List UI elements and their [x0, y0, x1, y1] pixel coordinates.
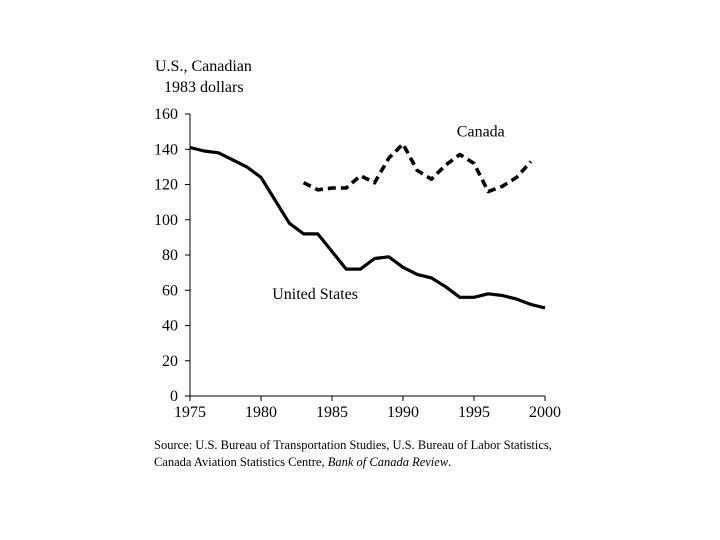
source-line-1: Source: U.S. Bureau of Transportation St…	[154, 438, 552, 452]
series-line-united-states	[189, 145, 546, 310]
line-chart: 0 20 40 60 80 100 120 140 160 1975 1980 1985 1990 199…	[154, 106, 561, 421]
x-tick-label: 1975	[174, 404, 206, 421]
y-tick-label: 20	[162, 353, 178, 370]
source-note: Source: U.S. Bureau of Transportation St…	[154, 437, 552, 471]
y-tick-label: 100	[154, 212, 178, 229]
x-tick-label: 1995	[458, 404, 490, 421]
y-tick-label: 120	[154, 177, 178, 194]
y-tick-label: 140	[154, 141, 178, 158]
x-tick-label: 1990	[387, 404, 419, 421]
series-annotation: United States	[272, 286, 358, 303]
y-tick-label: 80	[162, 247, 178, 264]
x-tick-label: 1980	[245, 404, 277, 421]
source-line-2-end: .	[448, 455, 452, 469]
y-axis-label-line-2: 1983 dollars	[164, 79, 244, 96]
source-line-2-text: Canada Aviation Statistics Centre,	[154, 455, 328, 469]
y-tick-label: 60	[162, 282, 178, 299]
series-line-canada	[302, 142, 533, 194]
source-line-2: Canada Aviation Statistics Centre, Bank …	[154, 454, 552, 471]
y-tick-label: 40	[162, 318, 178, 335]
y-axis-label-line-1: U.S., Canadian	[155, 58, 252, 75]
y-axis-label: U.S., Canadian 1983 dollars	[155, 56, 252, 98]
x-tick-label: 1985	[316, 404, 348, 421]
y-tick-label: 0	[170, 388, 178, 405]
x-tick-label: 2000	[529, 404, 561, 421]
source-publication: Bank of Canada Review	[327, 455, 449, 469]
y-tick-label: 160	[154, 106, 178, 123]
series-annotation: Canada	[457, 124, 505, 141]
